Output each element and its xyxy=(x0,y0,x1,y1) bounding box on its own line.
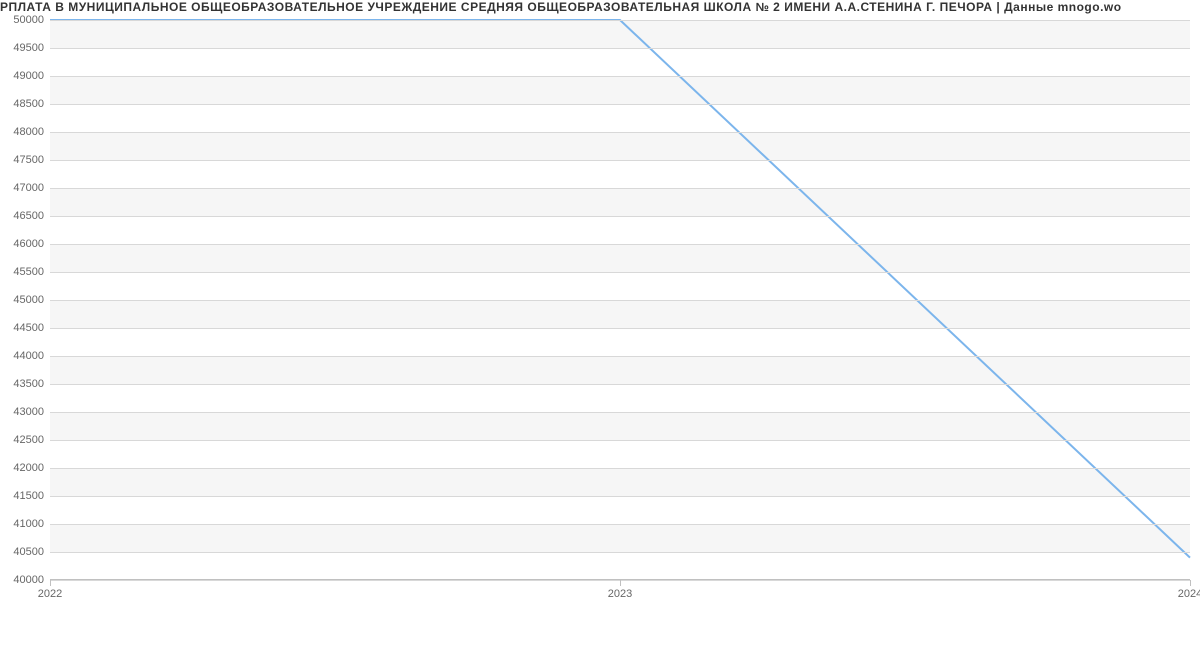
y-gridline xyxy=(50,188,1190,189)
y-tick-label: 48500 xyxy=(13,98,44,110)
y-gridline xyxy=(50,356,1190,357)
y-gridline xyxy=(50,20,1190,21)
y-gridline xyxy=(50,104,1190,105)
y-gridline xyxy=(50,496,1190,497)
y-tick-label: 47500 xyxy=(13,154,44,166)
y-tick-label: 46500 xyxy=(13,210,44,222)
series-line xyxy=(50,20,1190,558)
y-tick-label: 49500 xyxy=(13,42,44,54)
y-gridline xyxy=(50,328,1190,329)
x-tick-mark xyxy=(620,580,621,586)
y-tick-label: 46000 xyxy=(13,238,44,250)
y-tick-label: 50000 xyxy=(13,14,44,26)
y-gridline xyxy=(50,524,1190,525)
y-gridline xyxy=(50,48,1190,49)
y-tick-label: 40000 xyxy=(13,574,44,586)
x-tick-mark xyxy=(1190,580,1191,586)
y-gridline xyxy=(50,132,1190,133)
y-tick-label: 43500 xyxy=(13,378,44,390)
y-gridline xyxy=(50,300,1190,301)
y-tick-label: 44500 xyxy=(13,322,44,334)
y-tick-label: 42500 xyxy=(13,434,44,446)
x-tick-label: 2024 xyxy=(1178,588,1200,600)
y-tick-label: 47000 xyxy=(13,182,44,194)
plot-area: 4000040500410004150042000425004300043500… xyxy=(50,20,1190,580)
y-gridline xyxy=(50,272,1190,273)
y-tick-label: 42000 xyxy=(13,462,44,474)
y-gridline xyxy=(50,160,1190,161)
y-tick-label: 41500 xyxy=(13,490,44,502)
y-gridline xyxy=(50,76,1190,77)
y-tick-label: 45500 xyxy=(13,266,44,278)
y-tick-label: 44000 xyxy=(13,350,44,362)
y-gridline xyxy=(50,244,1190,245)
x-tick-label: 2022 xyxy=(38,588,62,600)
x-tick-mark xyxy=(50,580,51,586)
chart-title: РПЛАТА В МУНИЦИПАЛЬНОЕ ОБЩЕОБРАЗОВАТЕЛЬН… xyxy=(0,0,1200,14)
y-gridline xyxy=(50,440,1190,441)
y-tick-label: 41000 xyxy=(13,518,44,530)
y-tick-label: 45000 xyxy=(13,294,44,306)
y-tick-label: 49000 xyxy=(13,70,44,82)
y-tick-label: 43000 xyxy=(13,406,44,418)
y-gridline xyxy=(50,412,1190,413)
y-gridline xyxy=(50,216,1190,217)
y-gridline xyxy=(50,552,1190,553)
y-gridline xyxy=(50,384,1190,385)
y-tick-label: 48000 xyxy=(13,126,44,138)
y-tick-label: 40500 xyxy=(13,546,44,558)
x-tick-label: 2023 xyxy=(608,588,632,600)
y-gridline xyxy=(50,468,1190,469)
